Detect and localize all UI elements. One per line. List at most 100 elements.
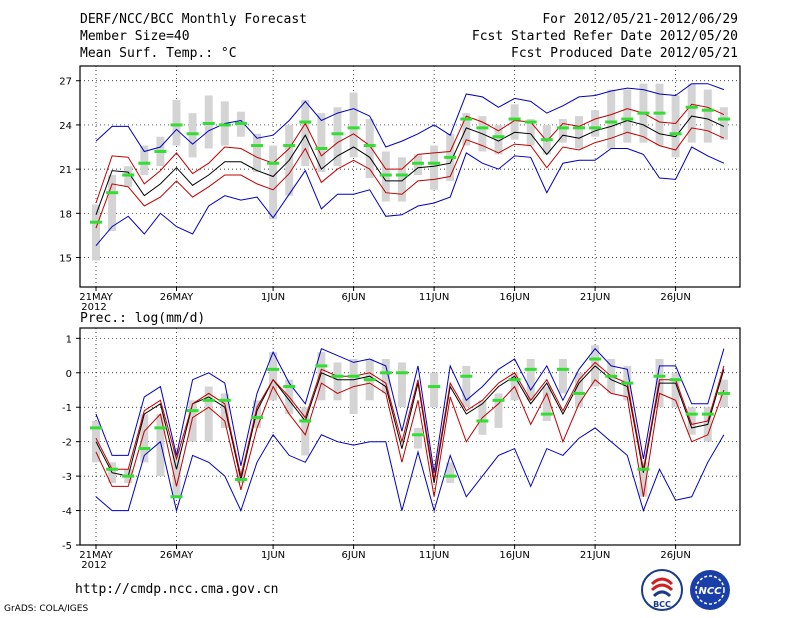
header-start-date: Fcst Started Refer Date 2012/05/20	[471, 29, 738, 44]
plot-frame	[79, 65, 741, 288]
x-tick-label: 1JUN	[261, 550, 285, 561]
spread-box	[140, 145, 149, 176]
spread-box	[494, 393, 503, 428]
spread-box	[591, 110, 600, 137]
ncc-logo-text: NCC	[698, 586, 722, 597]
spread-box	[397, 362, 406, 408]
spread-box	[365, 119, 374, 178]
spread-box	[639, 462, 648, 497]
spread-box	[687, 83, 696, 143]
y-tick-label: 1	[66, 334, 72, 345]
spread-box	[462, 365, 471, 408]
spread-box	[172, 99, 181, 146]
x-tick-label: 11JUN	[419, 550, 449, 561]
y-tick-label: -3	[62, 472, 72, 483]
spread-box	[156, 414, 165, 477]
series-line-lower-inner	[95, 378, 725, 497]
spread-box	[301, 99, 310, 167]
spread-box	[607, 89, 616, 149]
bcc-logo-icon: BCC	[641, 569, 683, 611]
spread-box	[333, 107, 342, 167]
x-tick-label: 26JUN	[660, 292, 690, 303]
spread-box	[462, 113, 471, 146]
x-tick-label: 26MAY	[160, 550, 194, 561]
x-tick-label: 16JUN	[499, 550, 529, 561]
plot-frame	[79, 327, 741, 546]
spread-box	[671, 95, 680, 158]
spread-box	[381, 359, 390, 394]
spread-box	[108, 175, 117, 232]
series-line-upper-inner	[95, 103, 725, 204]
series-line-upper-inner	[95, 361, 725, 480]
spread-box	[349, 92, 358, 158]
spread-box	[430, 372, 439, 408]
series-line-upper-outer	[95, 347, 725, 473]
chart-title: Prec.: log(mm/d)	[80, 311, 205, 326]
y-tick-label: 0	[66, 369, 72, 380]
spread-box	[253, 400, 261, 428]
x-tick-label: 6JUN	[342, 550, 366, 561]
spread-box	[92, 204, 100, 261]
x-tick-sublabel: 2012	[81, 302, 106, 313]
spread-box	[253, 133, 261, 173]
y-tick-label: -4	[62, 507, 72, 518]
spread-box	[446, 462, 455, 483]
spread-box	[558, 359, 567, 394]
spread-box	[671, 372, 680, 408]
series-line-lower-inner	[95, 127, 725, 229]
x-tick-label: 21JUN	[580, 550, 610, 561]
x-tick-label: 21MAY	[79, 550, 113, 561]
x-tick-label: 21MAY	[79, 292, 113, 303]
y-tick-label: -5	[62, 541, 72, 552]
spread-box	[510, 104, 519, 140]
x-tick-label: 26MAY	[160, 292, 194, 303]
spread-box	[301, 407, 310, 456]
spread-box	[220, 393, 229, 428]
spread-box	[92, 421, 100, 463]
y-tick-label: -2	[62, 438, 72, 449]
spread-box	[526, 119, 535, 146]
spread-box	[269, 352, 278, 401]
spread-box	[623, 89, 632, 143]
spread-box	[140, 414, 149, 463]
spread-box	[526, 359, 535, 401]
x-tick-label: 11JUN	[419, 292, 449, 303]
header-period: For 2012/05/21-2012/06/29	[542, 12, 738, 27]
spread-box	[494, 124, 503, 155]
y-tick-label: 15	[59, 254, 72, 265]
series-line-upper-outer	[95, 83, 725, 153]
spread-box	[703, 89, 712, 143]
y-tick-label: -1	[62, 403, 72, 414]
spread-box	[317, 352, 326, 401]
spread-box	[687, 407, 696, 435]
x-tick-label: 6JUN	[342, 292, 366, 303]
series-line-mean	[95, 365, 725, 484]
y-tick-label: 21	[59, 165, 72, 176]
spread-box	[269, 145, 278, 220]
spread-box	[333, 362, 342, 401]
spread-box	[414, 427, 422, 449]
x-tick-label: 26JUN	[660, 550, 690, 561]
header-produced-date: Fcst Produced Date 2012/05/21	[511, 46, 738, 61]
spread-box	[430, 145, 439, 190]
y-tick-label: 24	[59, 121, 72, 132]
x-tick-label: 21JUN	[580, 292, 610, 303]
x-tick-sublabel: 2012	[81, 560, 106, 571]
header-variable: Mean Surf. Temp.: °C	[80, 46, 237, 61]
footer-url[interactable]: http://cmdp.ncc.cma.gov.cn	[75, 582, 279, 597]
spread-box	[575, 372, 583, 408]
y-tick-label: 18	[59, 209, 72, 220]
spread-box	[558, 119, 567, 143]
spread-box	[397, 157, 406, 202]
grads-credit: GrADS: COLA/IGES	[4, 604, 89, 614]
spread-box	[204, 386, 213, 442]
bcc-logo-text: BCC	[653, 600, 671, 609]
spread-box	[719, 107, 728, 140]
series-line-lower-outer	[95, 427, 725, 513]
y-tick-label: 27	[59, 77, 72, 88]
header-title: DERF/NCC/BCC Monthly Forecast	[80, 12, 307, 27]
